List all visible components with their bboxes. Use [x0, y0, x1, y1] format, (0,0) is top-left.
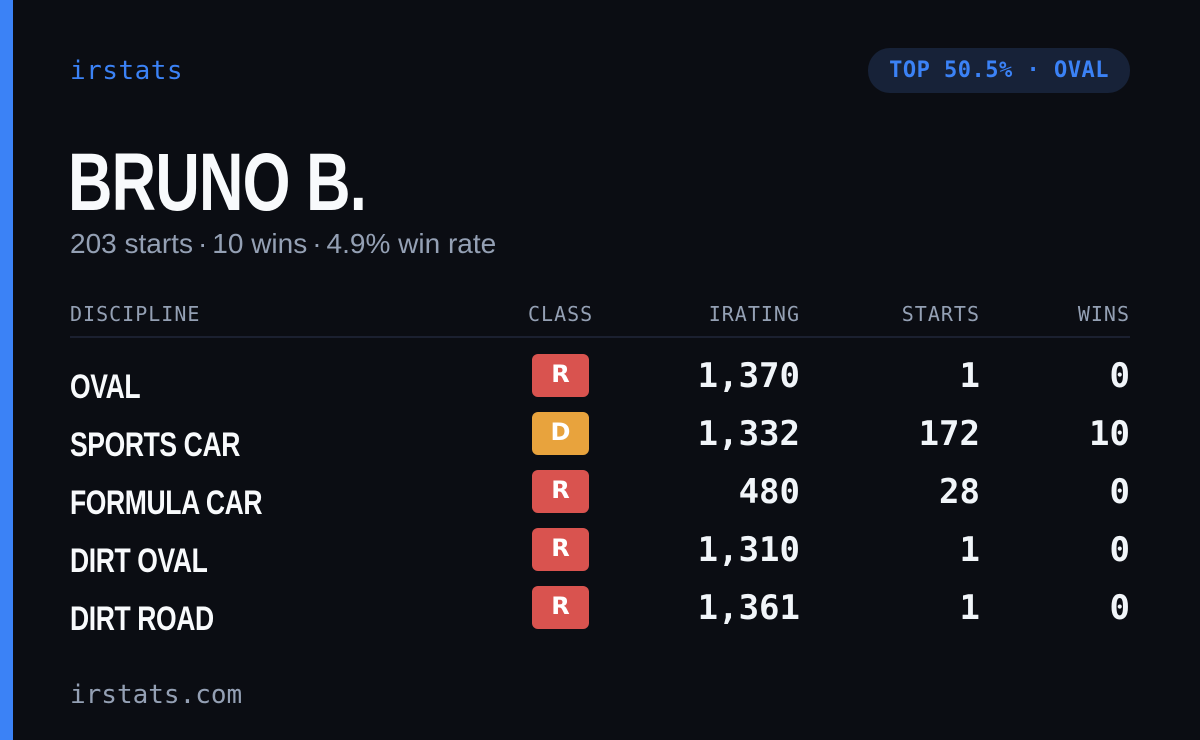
accent-bar	[0, 0, 13, 740]
table-row: DIRT ROAD R 1,361 1 0	[70, 586, 1130, 644]
separator: ·	[197, 228, 208, 259]
wins-value: 0	[1109, 472, 1130, 512]
starts-value: 1	[959, 356, 980, 396]
starts-value: 1	[959, 530, 980, 570]
discipline-name: SPORTS CAR	[70, 426, 240, 464]
rank-badge: TOP 50.5% · OVAL	[868, 48, 1130, 93]
class-badge: R	[532, 354, 589, 397]
irating-value: 480	[738, 472, 800, 512]
discipline-name: DIRT OVAL	[70, 542, 208, 580]
driver-name: BRUNO B.	[68, 137, 367, 228]
header-discipline: DISCIPLINE	[70, 302, 201, 326]
discipline-name: DIRT ROAD	[70, 600, 214, 638]
irating-value: 1,332	[697, 414, 800, 454]
table-header: DISCIPLINE CLASS IRATING STARTS WINS	[70, 296, 1130, 338]
separator: ·	[312, 228, 322, 259]
starts-value: 28	[939, 472, 980, 512]
starts-value: 172	[918, 414, 980, 454]
table-row: SPORTS CAR D 1,332 172 10	[70, 412, 1130, 470]
wins-value: 0	[1109, 588, 1130, 628]
header-class: CLASS	[528, 302, 594, 326]
starts-total: 203 starts	[70, 228, 193, 259]
class-badge: R	[532, 470, 589, 513]
discipline-table: DISCIPLINE CLASS IRATING STARTS WINS OVA…	[70, 296, 1130, 644]
brand-logo: irstats	[70, 56, 184, 86]
table-row: FORMULA CAR R 480 28 0	[70, 470, 1130, 528]
table-body: OVAL R 1,370 1 0 SPORTS CAR D 1,332 172 …	[70, 338, 1130, 644]
wins-value: 0	[1109, 356, 1130, 396]
class-badge: R	[532, 528, 589, 571]
wins-total: 10 wins	[212, 228, 308, 259]
table-row: DIRT OVAL R 1,310 1 0	[70, 528, 1130, 586]
wins-value: 0	[1109, 530, 1130, 570]
irating-value: 1,361	[697, 588, 800, 628]
discipline-name: FORMULA CAR	[70, 484, 263, 522]
irating-value: 1,310	[697, 530, 800, 570]
class-badge: D	[532, 412, 589, 455]
starts-value: 1	[959, 588, 980, 628]
footer-url: irstats.com	[70, 680, 243, 710]
header-wins: WINS	[1077, 302, 1130, 326]
discipline-name: OVAL	[70, 368, 141, 406]
class-badge: R	[532, 586, 589, 629]
irating-value: 1,370	[697, 356, 800, 396]
driver-summary: 203 starts · 10 wins · 4.9% win rate	[70, 228, 496, 260]
header-starts: STARTS	[901, 302, 980, 326]
header-irating: IRATING	[708, 302, 800, 326]
table-row: OVAL R 1,370 1 0	[70, 354, 1130, 412]
wins-value: 10	[1089, 414, 1130, 454]
win-rate: 4.9% win rate	[326, 228, 497, 259]
